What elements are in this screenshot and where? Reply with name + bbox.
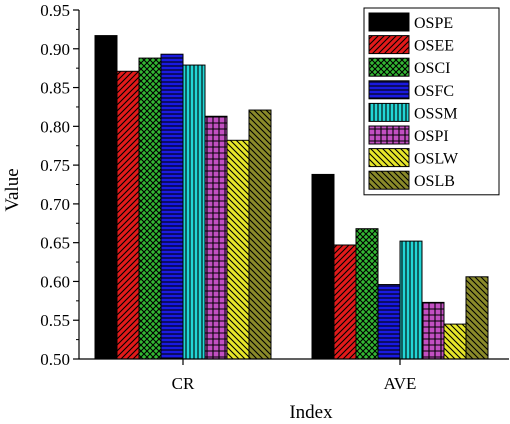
x-tick-label-cr: CR (172, 374, 195, 393)
bar-oslb-cr (248, 109, 272, 360)
bar-osci-cr (138, 57, 162, 360)
legend-label-osee: OSEE (414, 38, 454, 55)
y-axis-title: Value (2, 168, 23, 211)
bar-osee-ave (333, 244, 357, 360)
bar-ospi-ave (421, 301, 445, 360)
legend-swatch-osfc (368, 80, 410, 100)
y-tick-label: 0.65 (40, 234, 70, 253)
y-tick-label: 0.50 (40, 350, 70, 369)
bar-osee-cr (116, 70, 140, 360)
bar-osfc-ave (377, 284, 401, 360)
x-tick-label-ave: AVE (384, 374, 417, 393)
bar-oslb-ave (465, 276, 489, 360)
y-tick-label: 0.55 (40, 311, 70, 330)
legend-label-ospe: OSPE (414, 15, 453, 32)
legend: OSPE OSEE OSCI OSFC OSSM OSPI OSLW OSLB (363, 7, 500, 196)
axes-layer: 0.50 0.55 0.60 0.65 0.70 0.75 0.80 0.85 0.90 0.95… (40, 1, 509, 393)
x-axis-title: Index (289, 402, 333, 423)
legend-swatch-ossm (368, 102, 410, 122)
bar-oslw-cr (226, 139, 250, 360)
bar-osci-ave (355, 228, 379, 360)
bar-ospe-cr (94, 35, 118, 360)
y-tick-label: 0.80 (40, 117, 70, 136)
y-tick-label: 0.60 (40, 272, 70, 291)
legend-swatch-osci (368, 57, 410, 77)
legend-swatch-oslb (368, 170, 410, 190)
legend-label-oslw: OSLW (414, 151, 459, 168)
legend-label-osfc: OSFC (414, 83, 454, 100)
y-tick-label: 0.75 (40, 156, 70, 175)
legend-swatch-osee (368, 35, 410, 55)
legend-label-osci: OSCI (414, 60, 450, 77)
legend-swatch-ospi (368, 125, 410, 145)
legend-swatch-oslw (368, 148, 410, 168)
legend-swatch-ospe (368, 12, 410, 32)
legend-label-ossm: OSSM (414, 105, 458, 122)
bar-ospi-cr (204, 115, 228, 360)
bar-osfc-cr (160, 53, 184, 360)
y-tick-label: 0.85 (40, 79, 70, 98)
legend-label-oslb: OSLB (414, 173, 455, 190)
bar-ospe-ave (311, 173, 335, 360)
bar-oslw-ave (443, 323, 467, 360)
bar-ossm-ave (399, 240, 423, 360)
y-tick-label: 0.90 (40, 40, 70, 59)
bars-layer (94, 35, 489, 360)
bar-ossm-cr (182, 64, 206, 360)
y-tick-label: 0.70 (40, 195, 70, 214)
y-tick-label: 0.95 (40, 1, 70, 20)
legend-label-ospi: OSPI (414, 128, 449, 145)
